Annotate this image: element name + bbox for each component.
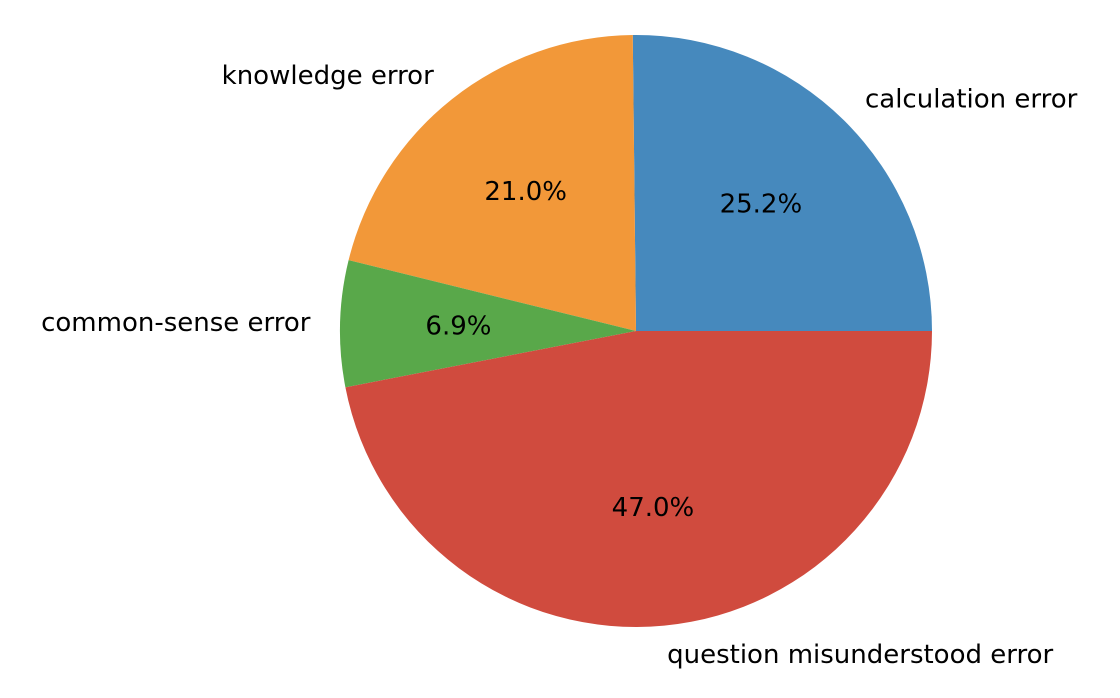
pie-percent-label: 21.0% bbox=[484, 177, 567, 207]
pie-category-label: calculation error bbox=[865, 85, 1078, 115]
pie-category-label: question misunderstood error bbox=[667, 640, 1053, 670]
pie-percent-label: 25.2% bbox=[720, 190, 803, 220]
labels-layer: 25.2% calculation error 21.0% knowledge err… bbox=[41, 61, 1078, 670]
pie-slice-knowledge-error bbox=[348, 35, 636, 332]
pie-category-label: common-sense error bbox=[41, 308, 311, 338]
slices-layer bbox=[340, 35, 932, 627]
pie-percent-label: 47.0% bbox=[612, 493, 695, 523]
pie-slice-question-misunderstood-error bbox=[345, 331, 932, 627]
pie-slice-common-sense-error bbox=[340, 260, 636, 388]
pie-slice-calculation-error bbox=[632, 35, 932, 332]
pie-category-label: knowledge error bbox=[222, 61, 434, 91]
pie-percent-label: 6.9% bbox=[425, 312, 491, 342]
